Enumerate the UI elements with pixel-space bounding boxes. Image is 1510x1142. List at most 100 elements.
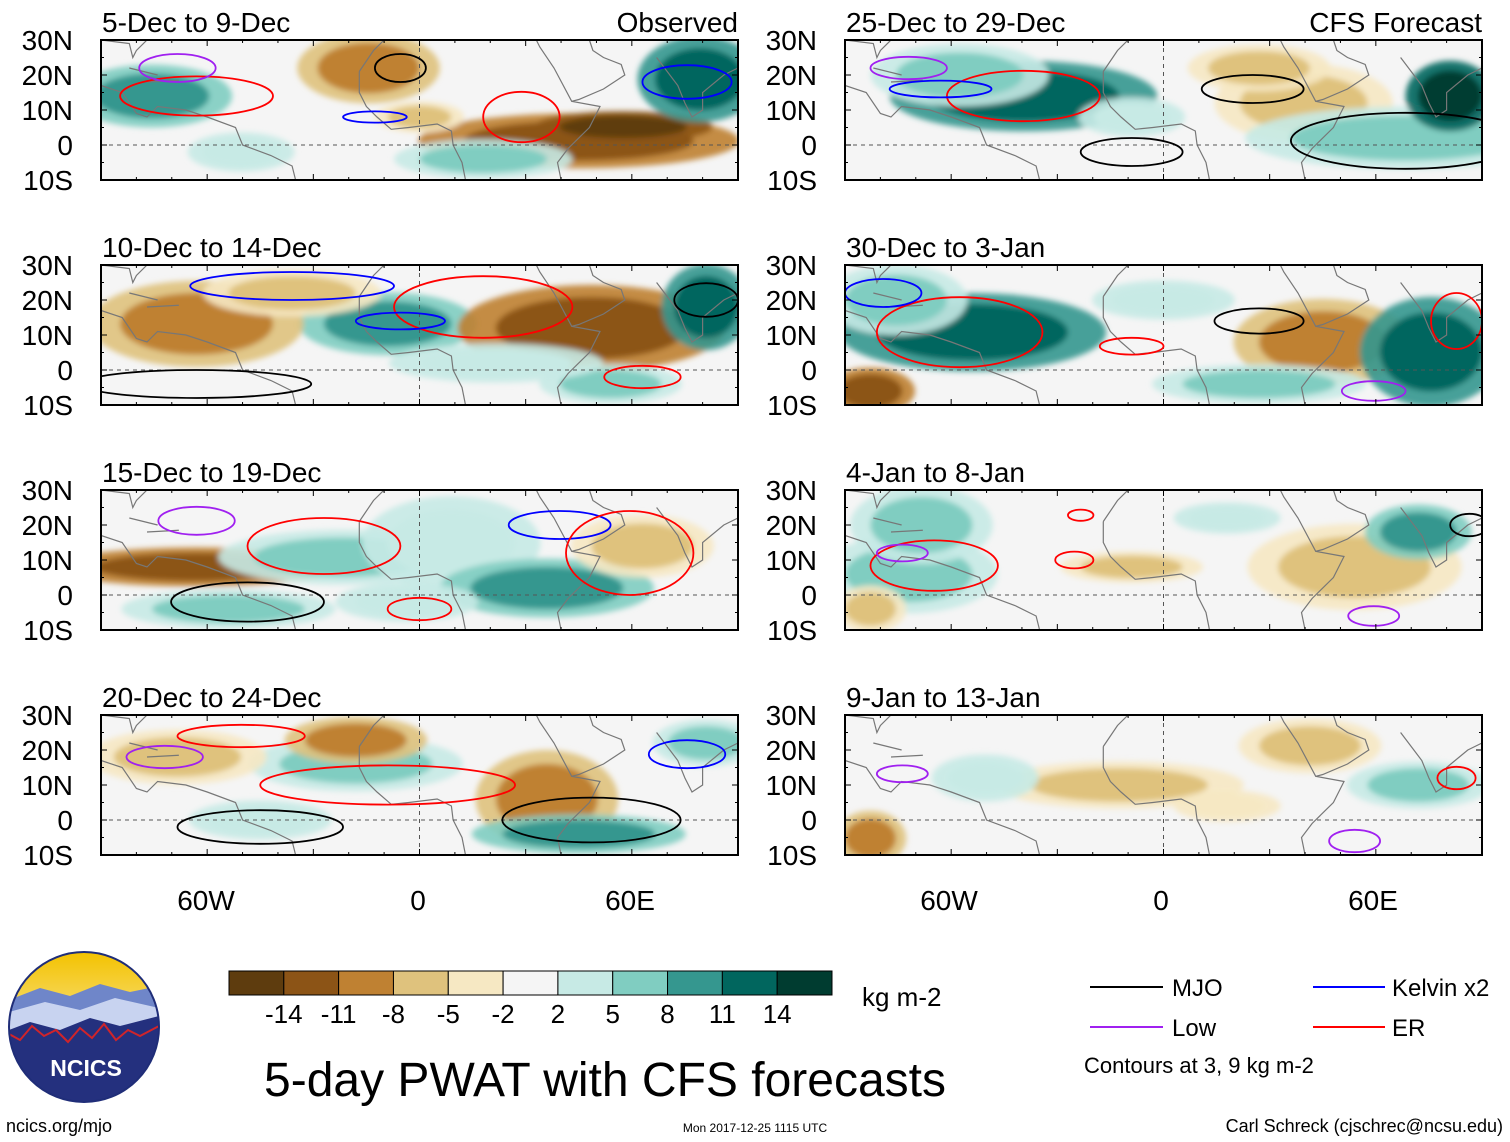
coastline (358, 521, 467, 630)
author-credit: Carl Schreck (cjschrec@ncsu.edu) (1226, 1116, 1503, 1136)
map-panels: 30N 20N 10N 0 10S 5-Dec to 9-Dec Observed 30N 20… (22, 7, 1483, 871)
anomaly-core (845, 274, 947, 326)
coastline (358, 715, 385, 747)
coastline (101, 265, 148, 285)
lat-tick-label: 20N (22, 285, 73, 316)
website-link[interactable]: ncics.org/mjo (6, 1116, 112, 1136)
colorbar-swatch (721, 970, 778, 996)
lat-tick-label: 20N (766, 735, 817, 766)
panel-date-range: 9-Jan to 13-Jan (846, 682, 1041, 713)
caribbean-islands (873, 742, 923, 758)
caribbean-islands (129, 517, 179, 533)
colorbar-tick-label: -14 (265, 999, 303, 1029)
wave-contour (869, 539, 999, 592)
contour-note: Contours at 3, 9 kg m-2 (1084, 1053, 1314, 1078)
coastline (358, 40, 385, 72)
lon-tick-60w: 60W (920, 885, 978, 916)
wave-contour (176, 723, 306, 749)
colorbar-tick-label: -11 (321, 999, 357, 1029)
anomaly-core (845, 592, 896, 626)
wave-contour (1079, 137, 1184, 167)
map-panel: 30N 20N 10N 0 10S 9-Jan to 13-Jan (766, 682, 1483, 871)
coastline (1279, 715, 1345, 855)
coastline (845, 40, 892, 60)
lat-tick-label: 0 (801, 580, 817, 611)
lon-tick-60w: 60W (177, 885, 235, 916)
anomaly-core (667, 726, 738, 760)
caribbean-islands (873, 67, 923, 83)
coastline (535, 265, 601, 405)
lat-tick-label: 30N (22, 475, 73, 506)
panel-date-range: 30-Dec to 3-Jan (846, 232, 1045, 263)
coastline (1279, 490, 1345, 630)
colorbar-tick-label: -8 (382, 999, 405, 1029)
coastline (101, 490, 148, 510)
anomaly-core (387, 105, 452, 129)
coastline (101, 534, 297, 630)
anomaly-core (1188, 506, 1266, 530)
lat-tick-label: 20N (22, 735, 73, 766)
colorbar-tick-label: -2 (492, 999, 515, 1029)
lat-tick-label: 20N (766, 510, 817, 541)
panel-date-range: 15-Dec to 19-Dec (102, 457, 321, 488)
anomaly-core (1380, 512, 1457, 552)
wave-contour (875, 543, 929, 563)
wave-contour (507, 510, 612, 540)
anomaly-core (101, 73, 210, 119)
lat-tick-label: 20N (766, 285, 817, 316)
coastline (1279, 265, 1345, 405)
legend-label-er: ER (1392, 1015, 1425, 1042)
lat-tick-label: 10S (23, 840, 73, 871)
caribbean-islands (129, 292, 179, 308)
pwat-anomaly-field (845, 490, 1472, 630)
wave-contour (603, 364, 682, 390)
coastline (1279, 40, 1345, 180)
wave-contour (374, 53, 427, 83)
legend-label-mjo: MJO (1172, 975, 1223, 1002)
anomaly-core (151, 595, 305, 623)
anomaly-core (591, 523, 694, 569)
lat-tick-label: 10N (22, 545, 73, 576)
wave-contour (845, 278, 923, 308)
coastline (1315, 490, 1370, 552)
anomaly-core (228, 276, 356, 310)
coastline (1400, 507, 1482, 568)
colorbar-swatch (612, 970, 669, 996)
anomaly-core (1259, 311, 1387, 373)
anomaly-core (1418, 70, 1482, 122)
colorbar-swatch (283, 970, 340, 996)
coastline (1102, 746, 1211, 855)
lat-tick-label: 10N (766, 770, 817, 801)
anomaly-core (317, 42, 420, 94)
map-panel: 30N 20N 10N 0 10S 20-Dec to 24-Dec (22, 682, 739, 871)
anomaly-core (1208, 51, 1311, 85)
pwat-anomaly-field (845, 265, 1482, 405)
wave-contour (875, 296, 1044, 369)
coastline (1315, 40, 1370, 102)
lat-tick-label: 0 (801, 355, 817, 386)
anomaly-core (895, 52, 1024, 98)
colorbar-swatch (557, 970, 614, 996)
coastline (358, 490, 385, 522)
lat-tick-label: 0 (57, 580, 73, 611)
map-panel: 30N 20N 10N 0 10S 25-Dec to 29-Dec CFS Forecas… (766, 7, 1483, 196)
coastline (656, 507, 738, 568)
coastline (358, 296, 467, 405)
caribbean-islands (129, 742, 179, 758)
wave-contour (119, 75, 274, 117)
wave-contour (125, 744, 204, 770)
lat-tick-label: 30N (22, 700, 73, 731)
panel-date-range: 5-Dec to 9-Dec (102, 7, 290, 38)
colorbar-tick-label: 5 (605, 999, 619, 1029)
lat-tick-label: 10S (767, 615, 817, 646)
coastline (101, 84, 297, 180)
anomaly-core (419, 349, 573, 377)
coastline (101, 309, 297, 405)
lat-tick-label: 10S (767, 840, 817, 871)
map-panel: 30N 20N 10N 0 10S 5-Dec to 9-Dec Observed (22, 7, 739, 196)
coastline (1400, 732, 1482, 793)
lat-tick-label: 30N (766, 475, 817, 506)
wave-contour (386, 596, 453, 622)
anomaly-core (1188, 794, 1266, 818)
